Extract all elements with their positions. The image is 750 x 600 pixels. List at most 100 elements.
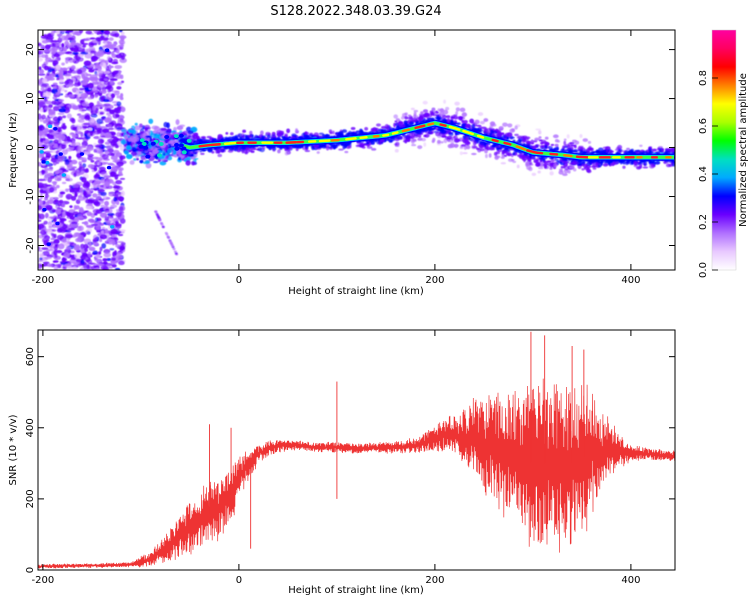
colorbar-tick-label: 0.2 [698, 214, 709, 230]
spectrogram-cell [49, 73, 55, 78]
spectrogram-cell [453, 115, 458, 120]
spectrogram-ridge-peak [345, 137, 357, 141]
snr-x-tick-label: 200 [425, 575, 444, 586]
spectrogram-cell [39, 188, 44, 194]
spectrogram-cell [124, 150, 130, 155]
spectrogram-cell [91, 81, 100, 85]
spectrogram-cell [654, 161, 661, 165]
spectrogram-cell [38, 178, 46, 182]
spectrogram-cell [44, 256, 52, 260]
spectrogram-cell [241, 135, 245, 138]
spectrogram-blob [138, 144, 144, 149]
spectrogram-cell [76, 69, 83, 75]
spectrogram-cell [422, 109, 429, 113]
spectrogram-cell [58, 98, 65, 103]
spectrogram-cell [76, 43, 82, 47]
spectrogram-ridge-peak [401, 128, 410, 133]
spectrogram-cell [44, 127, 49, 134]
spectrogram-cell [40, 34, 49, 40]
spectrogram-cell [52, 85, 58, 89]
spectrogram-blob [150, 141, 156, 146]
spectrogram-cell [45, 91, 52, 98]
spectrogram-y-tick-label: 10 [25, 92, 36, 105]
spectrogram-cell [99, 246, 103, 252]
spectrogram-cell [90, 223, 99, 226]
spectrogram-cell [552, 134, 559, 139]
spectrogram-cell [597, 164, 602, 168]
spectrogram-cell [93, 164, 101, 168]
spectrogram-cell [67, 94, 76, 98]
spectrogram-cell [41, 169, 45, 176]
spectrogram-cell [57, 51, 66, 55]
spectrogram-cell [51, 40, 60, 43]
spectrogram-cell [570, 162, 576, 165]
spectrogram-cell [62, 47, 68, 52]
spectrogram-cell [38, 259, 44, 263]
spectrogram-cell [118, 44, 125, 47]
spectrogram-cell [119, 96, 124, 101]
spectrogram-cell [52, 200, 58, 205]
spectrogram-cell [38, 68, 45, 75]
spectrogram-cell [193, 139, 197, 143]
spectrogram-cell [79, 54, 84, 58]
spectrogram-cell [549, 162, 555, 165]
spectrogram-cell [516, 164, 520, 169]
spectrogram-cell [54, 175, 62, 182]
colorbar-gradient [712, 30, 736, 270]
spectrogram-cell [548, 146, 553, 150]
spectrogram-cell [81, 157, 87, 163]
spectrogram-cell [359, 143, 365, 148]
spectrogram-cell [537, 163, 541, 166]
spectrogram-cell [217, 153, 223, 158]
spectrogram-cell [64, 230, 72, 233]
spectrogram-blob [46, 242, 51, 246]
spectrogram-blob [47, 124, 53, 129]
spectrogram-cell [504, 147, 508, 151]
spectrogram-cell [370, 141, 375, 145]
spectrogram-cell [58, 71, 63, 78]
spectrogram-cell [48, 77, 55, 81]
spectrogram-cell [531, 172, 537, 176]
spectrogram-cell [428, 131, 434, 134]
spectrogram-cell [215, 149, 220, 154]
spectrogram-cell [86, 73, 92, 77]
spectrogram-cell [622, 165, 626, 169]
spectrogram-cell [492, 147, 496, 151]
spectrogram-cell [92, 68, 99, 71]
spectrogram-cell [582, 138, 589, 142]
spectrogram-cell [133, 158, 137, 161]
spectrogram-cell [117, 72, 121, 76]
spectrogram-cell [109, 171, 116, 176]
spectrogram-cell [114, 32, 120, 38]
spectrogram-cell [66, 34, 70, 39]
spectrogram-cell [165, 128, 172, 133]
spectrogram-cell [417, 145, 423, 150]
spectrogram-cell [502, 122, 508, 127]
spectrogram-cell [455, 111, 459, 115]
spectrogram-cell [103, 70, 111, 74]
spectrogram-cell [554, 139, 559, 143]
spectrogram-cell [38, 141, 43, 148]
spectrogram-cell [485, 146, 491, 151]
spectrogram-cell [110, 152, 115, 157]
spectrogram-cell [38, 114, 42, 120]
spectrogram-cell [59, 260, 68, 264]
spectrogram-cell [117, 245, 125, 250]
spectrogram-cell [116, 208, 120, 213]
spectrogram-cell [649, 150, 654, 155]
spectrogram-cell [538, 136, 542, 139]
spectrogram-cell [96, 32, 101, 35]
spectrogram-cell [104, 200, 110, 206]
spectrogram-cell [78, 225, 84, 232]
spectrogram-cell [241, 146, 247, 150]
spectrogram-cell [72, 126, 76, 131]
spectrogram-cell [585, 148, 591, 152]
spectrogram-ridge-peak [476, 134, 485, 139]
spectrogram-cell [84, 150, 91, 156]
spectrogram-cell [396, 143, 400, 148]
snr-y-tick-label: 0 [25, 567, 36, 573]
spectrogram-cell [45, 100, 53, 105]
spectrogram-cell [72, 211, 80, 216]
